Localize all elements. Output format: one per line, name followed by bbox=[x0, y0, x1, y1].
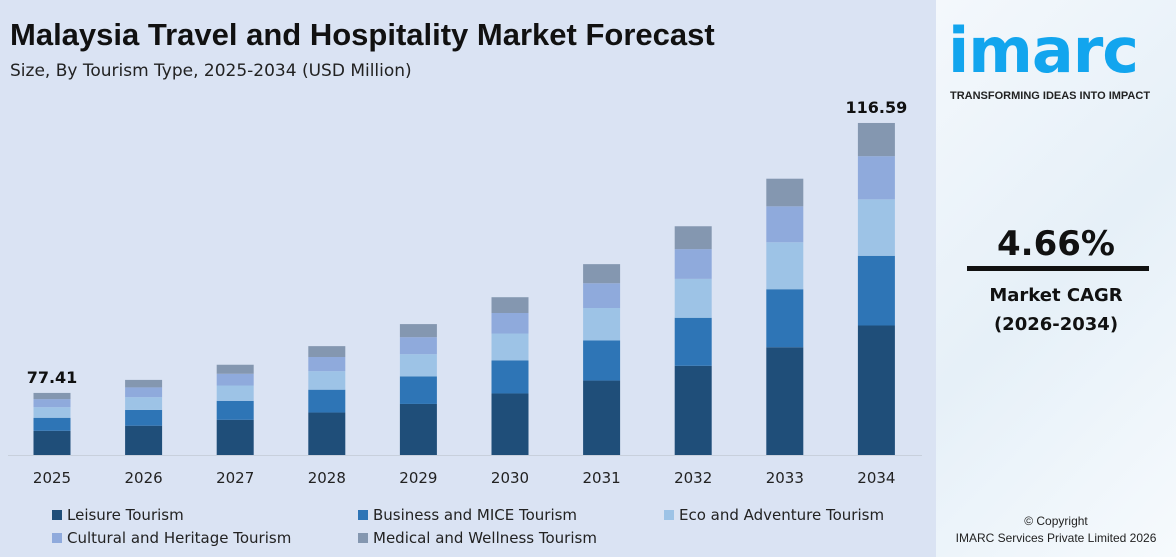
legend-item-medical: Medical and Wellness Tourism bbox=[358, 529, 597, 547]
bar-segment-2032-0 bbox=[674, 365, 712, 455]
bar-segment-2031-1 bbox=[583, 340, 621, 381]
bar-segment-2031-3 bbox=[583, 283, 621, 309]
bar-segment-2028-1 bbox=[308, 389, 346, 413]
bar-segment-2026-0 bbox=[125, 425, 163, 455]
legend-label: Eco and Adventure Tourism bbox=[679, 506, 885, 524]
legend-label: Business and MICE Tourism bbox=[373, 506, 578, 524]
legend-swatch bbox=[358, 533, 368, 543]
bar-segment-2027-3 bbox=[216, 373, 254, 386]
bar-segment-2026-3 bbox=[125, 387, 163, 398]
chart-title: Malaysia Travel and Hospitality Market F… bbox=[10, 17, 715, 52]
bar-segment-2030-0 bbox=[491, 393, 529, 455]
x-tick-label: 2029 bbox=[399, 469, 437, 487]
legend-item-cultural: Cultural and Heritage Tourism bbox=[52, 529, 291, 547]
bar-segment-2030-4 bbox=[491, 297, 529, 313]
bar-segment-2030-3 bbox=[491, 312, 529, 334]
chart-subtitle: Size, By Tourism Type, 2025-2034 (USD Mi… bbox=[10, 61, 412, 81]
bar-segment-2026-2 bbox=[125, 397, 163, 410]
x-tick-label: 2025 bbox=[33, 469, 71, 487]
bar-segment-2029-3 bbox=[399, 337, 437, 355]
bar-segment-2028-3 bbox=[308, 357, 346, 372]
x-tick-label: 2033 bbox=[766, 469, 804, 487]
stacked-bar-chart: 2025 77.41 2026 2027 2028 2029 2030 2031 2032 203… bbox=[8, 98, 922, 487]
copyright: © Copyright bbox=[1024, 514, 1088, 528]
x-tick-label: 2032 bbox=[674, 469, 712, 487]
bar-segment-2027-0 bbox=[216, 419, 254, 455]
x-tick-label: 2028 bbox=[308, 469, 346, 487]
bar-segment-2031-2 bbox=[583, 308, 621, 341]
bar-segment-2025-4 bbox=[33, 392, 71, 400]
bar-segment-2033-0 bbox=[766, 347, 804, 455]
bar-segment-2032-4 bbox=[674, 226, 712, 250]
legend-swatch bbox=[664, 510, 674, 520]
bar-segment-2034-0 bbox=[857, 325, 895, 455]
bar-segment-2025-2 bbox=[33, 407, 71, 418]
legend-swatch bbox=[52, 533, 62, 543]
x-tick-label: 2034 bbox=[857, 469, 895, 487]
bar-segment-2031-0 bbox=[583, 380, 621, 455]
total-label: 77.41 bbox=[27, 368, 78, 387]
legend-item-leisure: Leisure Tourism bbox=[52, 506, 184, 524]
bar-segment-2029-0 bbox=[399, 403, 437, 455]
cagr-label: Market CAGR bbox=[989, 285, 1123, 306]
bar-segment-2033-1 bbox=[766, 289, 804, 348]
legend-item-eco: Eco and Adventure Tourism bbox=[664, 506, 884, 524]
bar-segment-2032-1 bbox=[674, 317, 712, 366]
bar-segment-2026-4 bbox=[125, 379, 163, 388]
imarc-logo: imarc bbox=[948, 18, 1139, 84]
cagr-value: 4.66% bbox=[997, 224, 1115, 264]
legend-item-business: Business and MICE Tourism bbox=[358, 506, 577, 524]
bar-segment-2027-1 bbox=[216, 400, 254, 420]
legend-label: Medical and Wellness Tourism bbox=[373, 529, 597, 547]
bar-segment-2025-3 bbox=[33, 399, 71, 408]
bar-segment-2030-1 bbox=[491, 360, 529, 394]
bar-segment-2028-0 bbox=[308, 412, 346, 455]
bar-segment-2025-1 bbox=[33, 417, 71, 431]
bar-segment-2031-4 bbox=[583, 264, 621, 284]
bar-segment-2028-2 bbox=[308, 371, 346, 390]
bar-segment-2034-4 bbox=[857, 122, 895, 157]
bar-segment-2033-2 bbox=[766, 242, 804, 290]
x-tick-label: 2031 bbox=[583, 469, 621, 487]
cagr-period: (2026-2034) bbox=[993, 314, 1119, 335]
bar-segment-2033-3 bbox=[766, 206, 804, 243]
bar-segment-2029-4 bbox=[399, 324, 437, 338]
bar-segment-2032-2 bbox=[674, 278, 712, 318]
bar-segment-2029-1 bbox=[399, 376, 437, 404]
legend-swatch bbox=[52, 510, 62, 520]
bar-segment-2027-2 bbox=[216, 385, 254, 401]
bar-segment-2029-2 bbox=[399, 354, 437, 377]
bar-segment-2034-2 bbox=[857, 199, 895, 256]
bar-segment-2030-2 bbox=[491, 333, 529, 361]
bar-segment-2032-3 bbox=[674, 249, 712, 279]
bar-segment-2034-1 bbox=[857, 255, 895, 326]
logo-tagline: TRANSFORMING IDEAS INTO IMPACT bbox=[950, 90, 1151, 102]
bar-segment-2033-4 bbox=[766, 178, 804, 207]
bar-segment-2034-3 bbox=[857, 156, 895, 200]
legend-label: Leisure Tourism bbox=[67, 506, 184, 524]
divider bbox=[967, 266, 1149, 271]
company-name: IMARC Services Private Limited 2026 bbox=[955, 531, 1157, 545]
x-tick-label: 2027 bbox=[216, 469, 254, 487]
bar-segment-2027-4 bbox=[216, 364, 254, 374]
x-tick-label: 2026 bbox=[125, 469, 163, 487]
total-label: 116.59 bbox=[846, 98, 908, 117]
bar-segment-2026-1 bbox=[125, 409, 163, 426]
legend-swatch bbox=[358, 510, 368, 520]
x-tick-label: 2030 bbox=[491, 469, 529, 487]
legend-label: Cultural and Heritage Tourism bbox=[67, 529, 292, 547]
side-panel: imarc TRANSFORMING IDEAS INTO IMPACT 4.6… bbox=[936, 0, 1176, 557]
bar-segment-2028-4 bbox=[308, 346, 346, 358]
bar-segment-2025-0 bbox=[33, 430, 71, 455]
